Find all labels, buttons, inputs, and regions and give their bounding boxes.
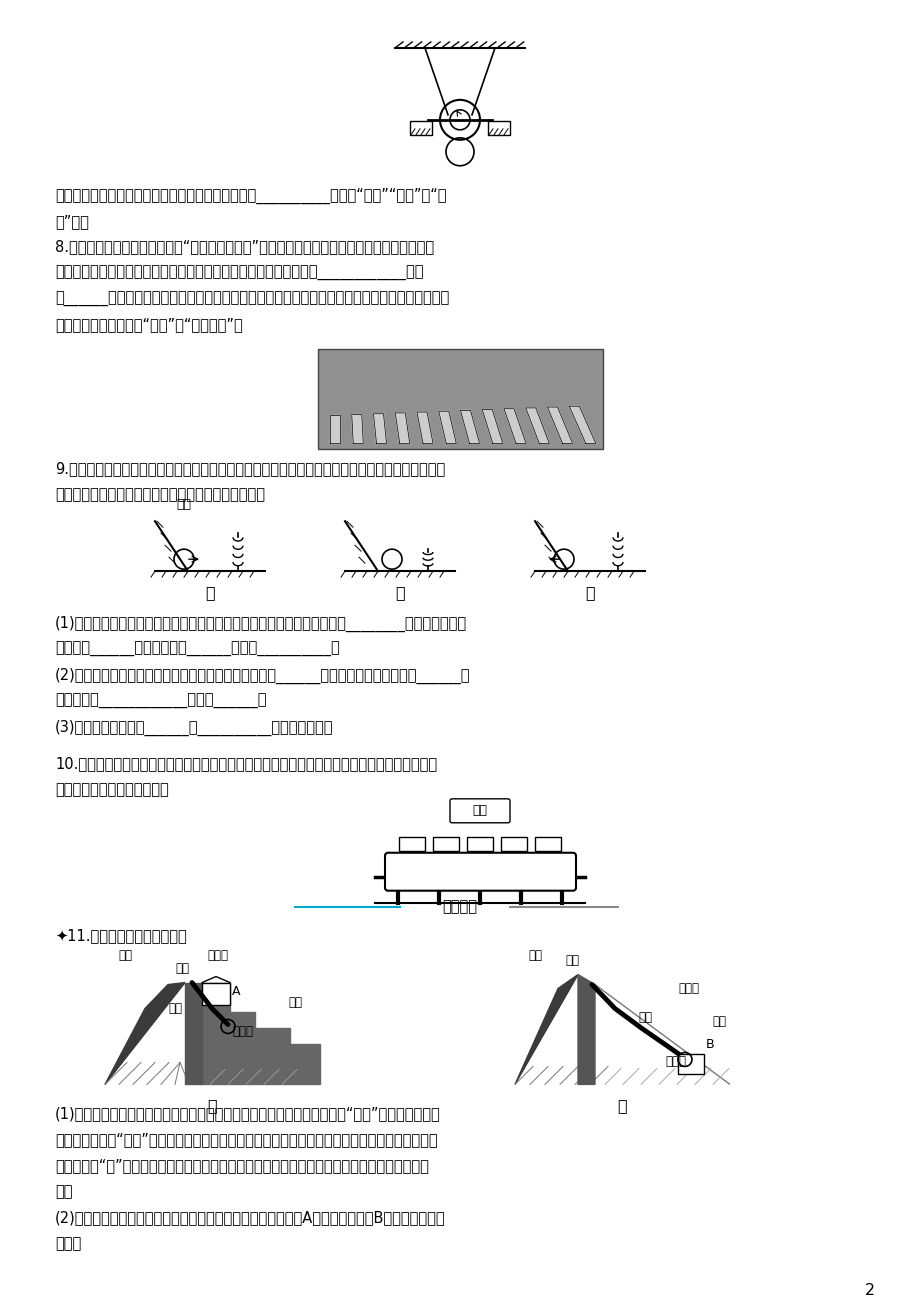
Text: 乙: 乙	[395, 585, 404, 600]
FancyBboxPatch shape	[384, 853, 575, 891]
Polygon shape	[525, 408, 549, 444]
Text: 变”）。: 变”）。	[55, 214, 89, 229]
Text: 水轮机: 水轮机	[664, 1056, 686, 1069]
Text: 甲: 甲	[207, 1099, 217, 1113]
Polygon shape	[577, 975, 595, 1085]
Bar	[467, 837, 493, 850]
Polygon shape	[416, 411, 433, 444]
Text: (1)从木球刚刚接触弹簧片到木球逐渐把弹簧片压弯的过程中，木球的速度________，弹簧片的弹性: (1)从木球刚刚接触弹簧片到木球逐渐把弹簧片压弯的过程中，木球的速度______…	[55, 616, 467, 633]
Text: 用能量的转化来“发电”的：把水库里的水蓄高后，打开水坤导管的闸门，水就会沿着导管泓下，推: 用能量的转化来“发电”的：把水库里的水蓄高后，打开水坤导管的闸门，水就会沿着导管…	[55, 1133, 437, 1147]
Text: (3)这个实验可以说明______和__________可以相互转化。: (3)这个实验可以说明______和__________可以相互转化。	[55, 720, 334, 736]
Polygon shape	[515, 975, 577, 1085]
Bar	[487, 121, 509, 135]
Text: 水电站: 水电站	[677, 982, 698, 995]
Polygon shape	[460, 410, 479, 444]
Polygon shape	[547, 408, 572, 444]
Text: ✦11.下图是水电站的示意图。: ✦11.下图是水电站的示意图。	[55, 928, 187, 944]
Text: 这个过程是____________转化为______。: 这个过程是____________转化为______。	[55, 694, 267, 710]
Text: 10.右图是某城市轻轨车站的设计方案，与站台连接的轨道有一个较小的坡度。请你从能量利用的: 10.右图是某城市轻轨车站的设计方案，与站台连接的轨道有一个较小的坡度。请你从能…	[55, 756, 437, 771]
Text: 探究创新: 探究创新	[442, 900, 477, 914]
Text: 角度，分析这种设计的优点。: 角度，分析这种设计的优点。	[55, 783, 168, 797]
Polygon shape	[482, 410, 502, 444]
Text: (2)建设水电站选址时，从能量的利用来看，你将选择图甲中的A址还是图乙中的B址？请说说你的: (2)建设水电站选址时，从能量的利用来看，你将选择图甲中的A址还是图乙中的B址？…	[55, 1211, 445, 1225]
Polygon shape	[373, 414, 386, 444]
Bar	[501, 837, 527, 850]
Bar	[399, 837, 425, 850]
Polygon shape	[351, 414, 363, 444]
Text: 形变程度______，这个过程是______转化为__________。: 形变程度______，这个过程是______转化为__________。	[55, 642, 339, 658]
Polygon shape	[569, 406, 596, 444]
Bar	[318, 349, 602, 449]
Bar	[677, 1055, 703, 1074]
Text: A: A	[232, 986, 240, 999]
Text: 木球: 木球	[176, 499, 191, 512]
Text: (1)我们知道水电站是利用水能的一项重大工程。那么，水电站到底是怎样“发电”的？其实它是利: (1)我们知道水电站是利用水能的一项重大工程。那么，水电站到底是怎样“发电”的？…	[55, 1107, 440, 1121]
Text: 水电站: 水电站	[208, 949, 228, 962]
Polygon shape	[202, 983, 320, 1085]
Text: 每次上升的高度逐渐减小，这说明滚摊具有的机械能__________（选填“减少”“增加”或“不: 每次上升的高度逐渐减小，这说明滚摊具有的机械能__________（选填“减少”…	[55, 187, 446, 204]
Text: 牌后，其他所有骨牌会依次倒下），其中的物理原理是骨牌倒下时，____________转化: 牌后，其他所有骨牌会依次倒下），其中的物理原理是骨牌倒下时，__________…	[55, 266, 423, 281]
Text: B: B	[705, 1038, 714, 1051]
Bar	[433, 837, 459, 850]
FancyBboxPatch shape	[449, 799, 509, 823]
Text: 8.许多同学都很喜欢设计和参加“多米诺骨牌效应”活动（按一定距离排列的骨牌，碰倒第一块骨: 8.许多同学都很喜欢设计和参加“多米诺骨牌效应”活动（按一定距离排列的骨牌，碰倒…	[55, 240, 434, 255]
Text: 水库: 水库	[118, 949, 131, 962]
Text: 理。: 理。	[55, 1185, 73, 1199]
Polygon shape	[395, 413, 409, 444]
Text: 丙: 丙	[584, 585, 595, 600]
Text: 2: 2	[864, 1282, 874, 1298]
Text: 9.装置如图所示，让木球从斜槽上滚入水平槽，在水平槽里糭立一个弹簧片，它的下端固定，观察木: 9.装置如图所示，让木球从斜槽上滚入水平槽，在水平槽里糭立一个弹簧片，它的下端固…	[55, 461, 445, 477]
Text: 乙: 乙	[617, 1099, 626, 1113]
Text: 度越来越快。（均选填“动能”或“重力势能”）: 度越来越快。（均选填“动能”或“重力势能”）	[55, 318, 243, 332]
Bar	[202, 983, 230, 1005]
Text: 甲: 甲	[205, 585, 214, 600]
Text: 导管: 导管	[637, 1012, 652, 1025]
Text: 车站: 车站	[472, 805, 487, 818]
Text: (2)弹簧片恢复原状到将木球弹回的过程中，木球的速度______，弹簧片的弹性形变程度______，: (2)弹簧片恢复原状到将木球弹回的过程中，木球的速度______，弹簧片的弹性形…	[55, 668, 470, 685]
Polygon shape	[330, 415, 340, 444]
Polygon shape	[438, 411, 456, 444]
Bar	[535, 837, 561, 850]
Polygon shape	[105, 983, 185, 1085]
Text: 球与弹簧片碰撞的过程，并思考这个过程中能的转化。: 球与弹簧片碰撞的过程，并思考这个过程中能的转化。	[55, 487, 265, 503]
Text: 水坤: 水坤	[564, 953, 578, 966]
Text: 动水轮机把“电”发出来。请你根据以上的文字说明，试从能量转化的角度来说明水电站的工作原: 动水轮机把“电”发出来。请你根据以上的文字说明，试从能量转化的角度来说明水电站的…	[55, 1159, 428, 1173]
Text: 下游: 下游	[288, 996, 301, 1009]
Text: 水坤: 水坤	[175, 962, 188, 975]
Text: 导管: 导管	[168, 1001, 182, 1014]
Text: 水库: 水库	[528, 949, 541, 962]
Text: 水轮机: 水轮机	[232, 1026, 253, 1039]
Text: 看法。: 看法。	[55, 1236, 81, 1251]
Text: 为______，这部分能量就转移给下一张骨牌，下一张骨牌倒下时具有的能量更大，骨牌被推倒的速: 为______，这部分能量就转移给下一张骨牌，下一张骨牌倒下时具有的能量更大，骨…	[55, 292, 448, 306]
Polygon shape	[185, 983, 202, 1085]
Text: 下游: 下游	[711, 1016, 725, 1029]
Polygon shape	[595, 984, 729, 1085]
Bar	[410, 121, 432, 135]
Polygon shape	[504, 409, 526, 444]
